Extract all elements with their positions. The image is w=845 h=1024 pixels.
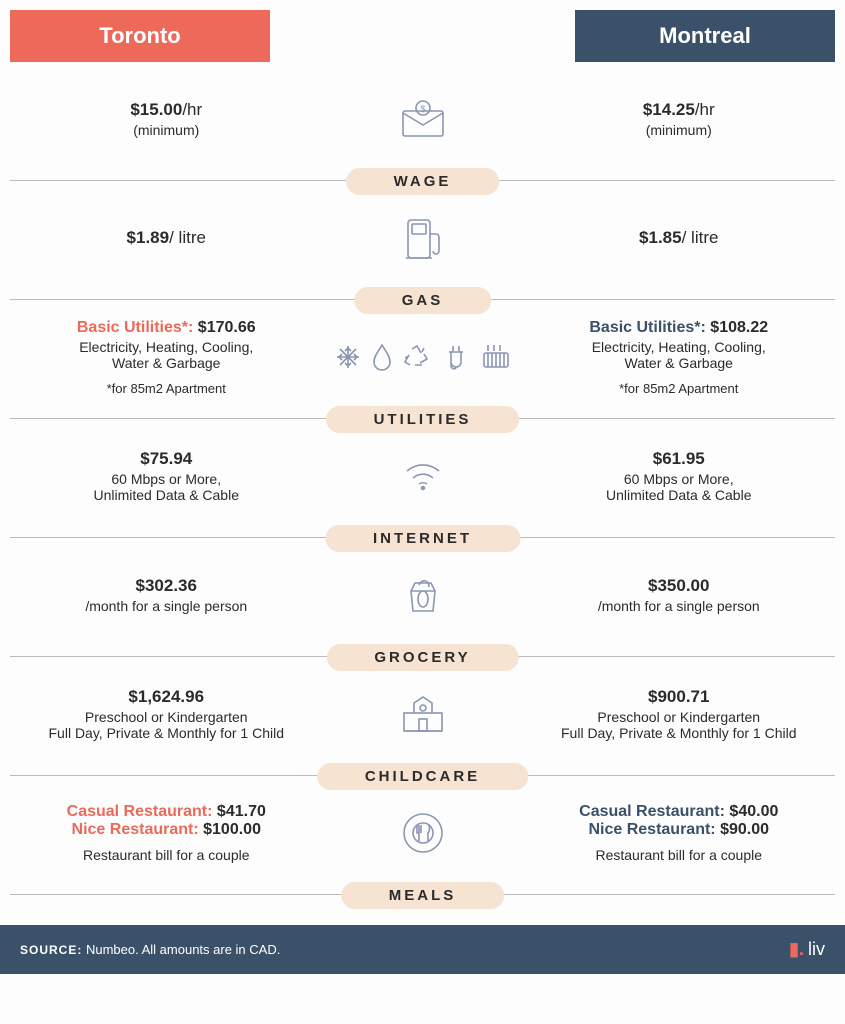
- meals-tag: MEALS: [341, 882, 505, 909]
- utilities-left: Basic Utilities*: $170.66 Electricity, H…: [10, 319, 323, 396]
- footer-source: SOURCE: Numbeo. All amounts are in CAD.: [20, 942, 280, 957]
- grocery-right-value: $350.00: [533, 576, 826, 596]
- footer-source-label: SOURCE:: [20, 943, 82, 957]
- internet-left-sub: 60 Mbps or More, Unlimited Data & Cable: [20, 471, 313, 503]
- childcare-right-sub: Preschool or Kindergarten Full Day, Priv…: [533, 709, 826, 741]
- utilities-left-note: *for 85m2 Apartment: [20, 381, 313, 396]
- meals-right-nice-label: Nice Restaurant:: [588, 821, 715, 838]
- internet-right-value: $61.95: [533, 449, 826, 469]
- wage-left-unit: /hr: [182, 100, 202, 119]
- school-icon: [323, 693, 523, 735]
- grocery-tag: GROCERY: [326, 644, 518, 671]
- utilities-right-lead: Basic Utilities*:: [589, 319, 705, 336]
- utilities-left-sub: Electricity, Heating, Cooling, Water & G…: [20, 339, 313, 371]
- utilities-right-note: *for 85m2 Apartment: [533, 381, 826, 396]
- gas-right-unit: / litre: [682, 228, 719, 247]
- meals-left: Casual Restaurant: $41.70 Nice Restauran…: [10, 803, 323, 863]
- meals-right: Casual Restaurant: $40.00 Nice Restauran…: [523, 803, 836, 863]
- grocery-left-value: $302.36: [20, 576, 313, 596]
- section-internet: $75.94 60 Mbps or More, Unlimited Data &…: [10, 419, 835, 538]
- recycle-icon: [403, 343, 431, 371]
- utilities-icons: [323, 343, 523, 371]
- gas-icon: [323, 214, 523, 262]
- wage-left-sub: (minimum): [20, 122, 313, 138]
- meals-left-sub: Restaurant bill for a couple: [20, 847, 313, 863]
- gas-left: $1.89/ litre: [10, 228, 323, 248]
- childcare-left: $1,624.96 Preschool or Kindergarten Full…: [10, 687, 323, 741]
- gas-tag: GAS: [354, 287, 492, 314]
- wage-right-value: $14.25: [643, 100, 695, 119]
- meals-left-nice: $100.00: [203, 821, 261, 838]
- meals-left-casual: $41.70: [217, 803, 266, 820]
- internet-right-sub: 60 Mbps or More, Unlimited Data & Cable: [533, 471, 826, 503]
- grocery-right-sub: /month for a single person: [533, 598, 826, 614]
- meals-left-casual-label: Casual Restaurant:: [67, 803, 213, 820]
- gas-right-value: $1.85: [639, 228, 682, 247]
- internet-tag: INTERNET: [325, 525, 520, 552]
- city-toronto-tab: Toronto: [10, 10, 270, 62]
- grocery-left: $302.36 /month for a single person: [10, 576, 323, 614]
- footer-source-text: Numbeo. All amounts are in CAD.: [86, 942, 280, 957]
- city-header: Toronto Montreal: [10, 0, 835, 62]
- gas-right: $1.85/ litre: [523, 228, 836, 248]
- wage-right-sub: (minimum): [533, 122, 826, 138]
- footer-brand-text: liv: [808, 939, 825, 960]
- meals-right-casual-label: Casual Restaurant:: [579, 803, 725, 820]
- section-childcare: $1,624.96 Preschool or Kindergarten Full…: [10, 657, 835, 776]
- childcare-tag: CHILDCARE: [317, 763, 528, 790]
- meals-right-casual: $40.00: [729, 803, 778, 820]
- wifi-icon: [323, 461, 523, 491]
- childcare-left-sub: Preschool or Kindergarten Full Day, Priv…: [20, 709, 313, 741]
- utilities-left-lead: Basic Utilities*:: [77, 319, 193, 336]
- wage-right-unit: /hr: [695, 100, 715, 119]
- grocery-icon: [323, 575, 523, 615]
- internet-left-value: $75.94: [20, 449, 313, 469]
- meals-right-sub: Restaurant bill for a couple: [533, 847, 826, 863]
- wage-icon: $: [323, 99, 523, 139]
- city-montreal-tab: Montreal: [575, 10, 835, 62]
- utilities-left-value: $170.66: [198, 319, 256, 336]
- utilities-right-value: $108.22: [710, 319, 768, 336]
- childcare-right: $900.71 Preschool or Kindergarten Full D…: [523, 687, 836, 741]
- grocery-right: $350.00 /month for a single person: [523, 576, 836, 614]
- radiator-icon: [481, 343, 511, 371]
- internet-right: $61.95 60 Mbps or More, Unlimited Data &…: [523, 449, 836, 503]
- plug-icon: [441, 344, 471, 370]
- childcare-right-value: $900.71: [533, 687, 826, 707]
- internet-left: $75.94 60 Mbps or More, Unlimited Data &…: [10, 449, 323, 503]
- utilities-tag: UTILITIES: [326, 406, 520, 433]
- section-gas: $1.89/ litre $1.85/ litre GAS: [10, 181, 835, 300]
- svg-text:$: $: [420, 104, 425, 114]
- meals-right-nice: $90.00: [720, 821, 769, 838]
- childcare-left-value: $1,624.96: [20, 687, 313, 707]
- section-meals: Casual Restaurant: $41.70 Nice Restauran…: [10, 776, 835, 895]
- section-wage: $15.00/hr (minimum) $ $14.25/hr (minimum…: [10, 62, 835, 181]
- utilities-right: Basic Utilities*: $108.22 Electricity, H…: [523, 319, 836, 396]
- gas-left-value: $1.89: [127, 228, 170, 247]
- section-grocery: $302.36 /month for a single person $350.…: [10, 538, 835, 657]
- footer: SOURCE: Numbeo. All amounts are in CAD. …: [0, 925, 845, 974]
- wage-left: $15.00/hr (minimum): [10, 100, 323, 138]
- drop-icon: [371, 343, 393, 371]
- snowflake-icon: [335, 344, 361, 370]
- footer-brand: ▮. liv: [789, 939, 825, 960]
- utilities-right-sub: Electricity, Heating, Cooling, Water & G…: [533, 339, 826, 371]
- wage-tag: WAGE: [346, 168, 500, 195]
- meals-icon: [323, 811, 523, 855]
- gas-left-unit: / litre: [169, 228, 206, 247]
- section-utilities: Basic Utilities*: $170.66 Electricity, H…: [10, 300, 835, 419]
- liv-mark-icon: ▮.: [789, 939, 804, 960]
- wage-left-value: $15.00: [130, 100, 182, 119]
- grocery-left-sub: /month for a single person: [20, 598, 313, 614]
- wage-right: $14.25/hr (minimum): [523, 100, 836, 138]
- meals-left-nice-label: Nice Restaurant:: [72, 821, 199, 838]
